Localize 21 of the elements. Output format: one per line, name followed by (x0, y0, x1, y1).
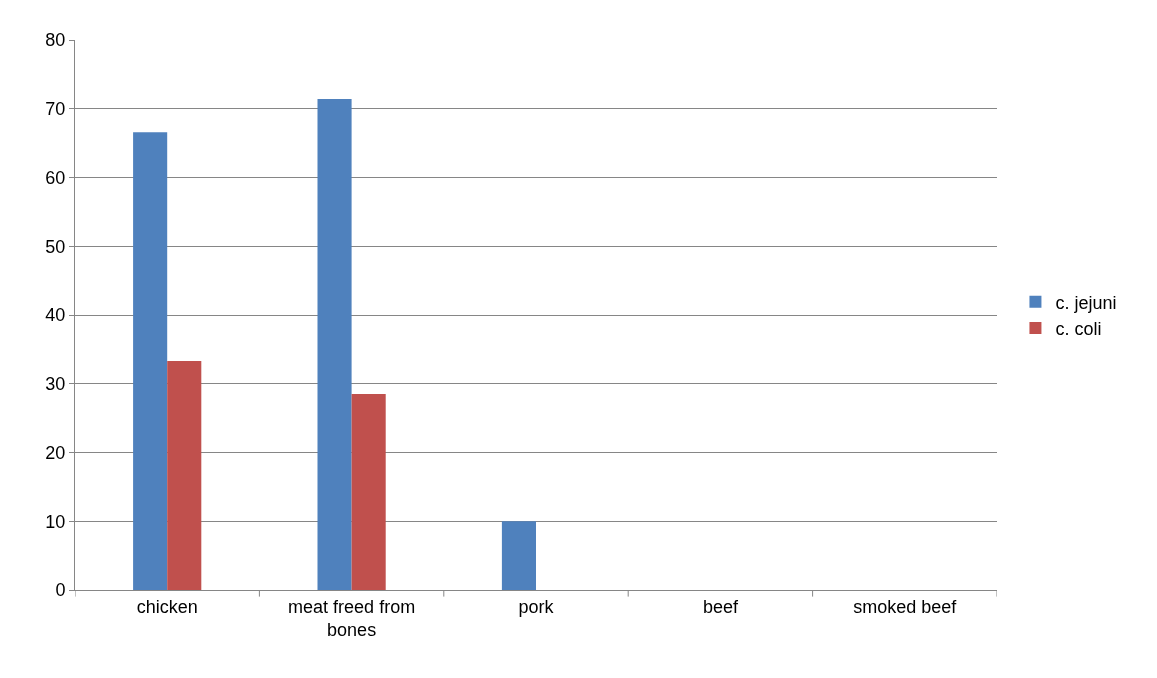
x-tick-label: smoked beef (853, 596, 958, 617)
x-tick-label: pork (518, 596, 555, 617)
y-tick-label: 50 (45, 236, 66, 257)
bar (317, 99, 352, 590)
y-tick-label: 0 (55, 580, 66, 601)
y-tick-label: 70 (45, 99, 66, 120)
bar (167, 361, 202, 590)
y-tick-label: 60 (45, 167, 66, 188)
y-tick-label: 80 (45, 30, 66, 51)
bar (351, 394, 386, 590)
legend-label: c. jejuni (1055, 292, 1117, 313)
x-tick-label: chicken (136, 596, 198, 617)
y-tick-label: 20 (45, 442, 66, 463)
y-tick-label: 30 (45, 374, 66, 395)
y-tick-label: 40 (45, 305, 66, 326)
x-tick-label: meat freed from bones (288, 596, 416, 640)
x-tick-label: beef (702, 596, 739, 617)
bar (501, 521, 536, 590)
legend-label: c. coli (1055, 319, 1102, 340)
bar (133, 132, 168, 590)
y-tick-label: 10 (45, 511, 66, 532)
